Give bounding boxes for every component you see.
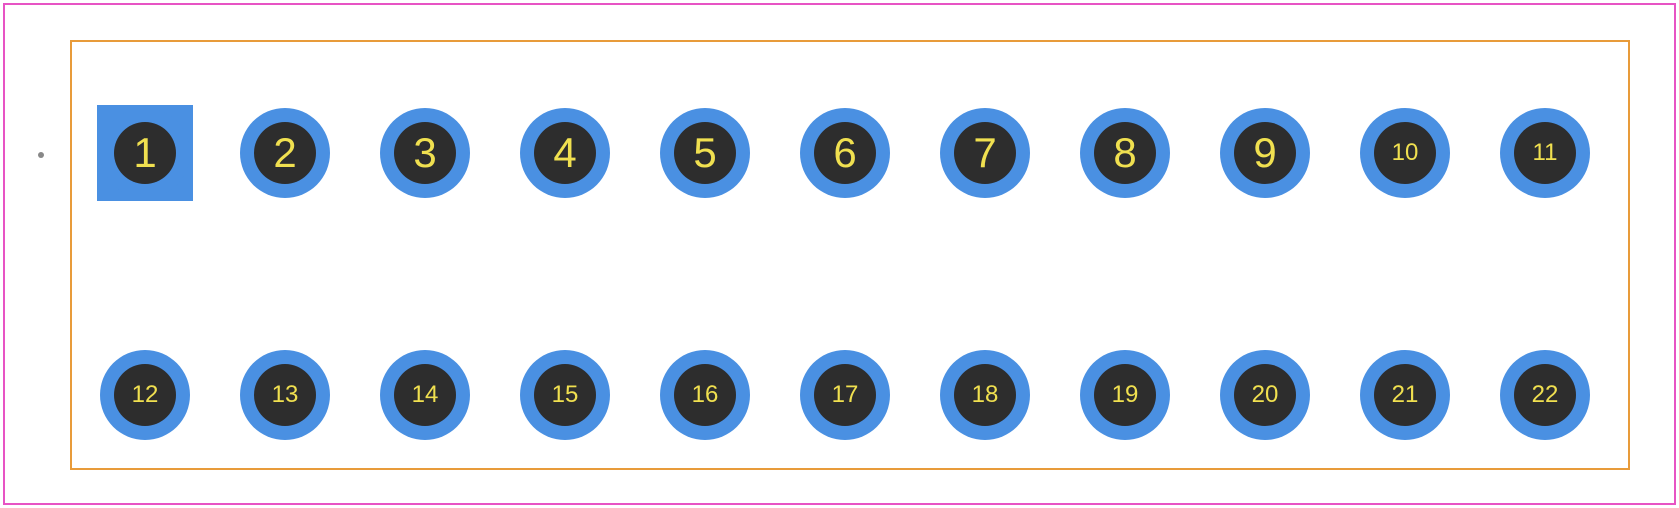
pad-label: 1 xyxy=(133,129,156,177)
pad-outer-ring: 17 xyxy=(800,350,890,440)
pad-hole: 6 xyxy=(814,122,876,184)
pad-outer-ring: 13 xyxy=(240,350,330,440)
pad-label: 21 xyxy=(1392,381,1419,409)
pad-outer-ring: 5 xyxy=(660,108,750,198)
pad-hole: 14 xyxy=(394,364,456,426)
pad-hole: 13 xyxy=(254,364,316,426)
origin-marker xyxy=(38,152,44,158)
pad-label: 2 xyxy=(273,129,296,177)
pad-outer-ring: 21 xyxy=(1360,350,1450,440)
pad-label: 22 xyxy=(1532,381,1559,409)
pad-outer-ring: 11 xyxy=(1500,108,1590,198)
pad-hole: 21 xyxy=(1374,364,1436,426)
pad-label: 6 xyxy=(833,129,856,177)
pad-outer-ring: 3 xyxy=(380,108,470,198)
pad-hole: 10 xyxy=(1374,122,1436,184)
pad-label: 14 xyxy=(412,381,439,409)
pad-outer-ring: 15 xyxy=(520,350,610,440)
pad-outer-ring: 10 xyxy=(1360,108,1450,198)
pad-hole: 7 xyxy=(954,122,1016,184)
pad-hole: 11 xyxy=(1514,122,1576,184)
pad-hole: 5 xyxy=(674,122,736,184)
pad-hole: 12 xyxy=(114,364,176,426)
pad-outer-ring: 22 xyxy=(1500,350,1590,440)
pad-outer-ring: 19 xyxy=(1080,350,1170,440)
pad-label: 10 xyxy=(1392,139,1419,167)
pad-hole: 18 xyxy=(954,364,1016,426)
pad-label: 20 xyxy=(1252,381,1279,409)
pad-label: 17 xyxy=(832,381,859,409)
pad-hole: 3 xyxy=(394,122,456,184)
pad-label: 11 xyxy=(1533,139,1558,167)
pad-label: 3 xyxy=(413,129,436,177)
pad-outer-ring: 18 xyxy=(940,350,1030,440)
pad-outer-ring: 2 xyxy=(240,108,330,198)
pad-outer-ring: 20 xyxy=(1220,350,1310,440)
pad-label: 7 xyxy=(973,129,996,177)
pad-label: 9 xyxy=(1253,129,1276,177)
pad-hole: 1 xyxy=(114,122,176,184)
pad-label: 8 xyxy=(1113,129,1136,177)
pad-outer-ring: 9 xyxy=(1220,108,1310,198)
pad-label: 19 xyxy=(1112,381,1139,409)
pad-outer-ring: 8 xyxy=(1080,108,1170,198)
pad-outer-ring: 4 xyxy=(520,108,610,198)
pad-hole: 19 xyxy=(1094,364,1156,426)
pad-hole: 20 xyxy=(1234,364,1296,426)
pad-outer-ring: 6 xyxy=(800,108,890,198)
pad-hole: 22 xyxy=(1514,364,1576,426)
pad-hole: 8 xyxy=(1094,122,1156,184)
pad-label: 5 xyxy=(693,129,716,177)
pad-label: 13 xyxy=(272,381,299,409)
pad-outer-ring: 1 xyxy=(100,108,190,198)
pad-hole: 16 xyxy=(674,364,736,426)
pad-hole: 9 xyxy=(1234,122,1296,184)
pad-outer-ring: 16 xyxy=(660,350,750,440)
pad-outer-ring: 7 xyxy=(940,108,1030,198)
pad-label: 18 xyxy=(972,381,999,409)
pad-label: 4 xyxy=(553,129,576,177)
pad-outer-ring: 14 xyxy=(380,350,470,440)
pad-hole: 15 xyxy=(534,364,596,426)
pad-label: 16 xyxy=(692,381,719,409)
pad-hole: 2 xyxy=(254,122,316,184)
pad-label: 15 xyxy=(552,381,579,409)
pad-hole: 4 xyxy=(534,122,596,184)
pad-label: 12 xyxy=(132,381,159,409)
pad-outer-ring: 12 xyxy=(100,350,190,440)
pad-hole: 17 xyxy=(814,364,876,426)
